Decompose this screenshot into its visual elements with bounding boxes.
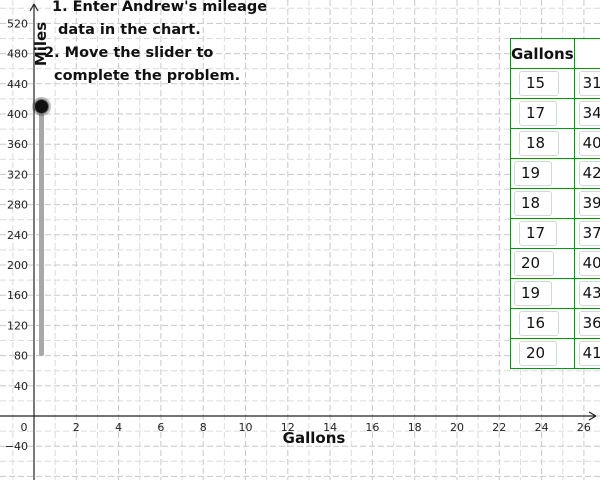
y-tick-label: 440 <box>7 78 28 91</box>
instruction-line-1: 1. Enter Andrew's mileage <box>52 0 268 15</box>
header-gallons: Gallons <box>510 38 575 69</box>
mileage-table: Gallons M 153117341840194218391737204019… <box>510 38 600 369</box>
x-tick-label: 10 <box>239 421 253 434</box>
miles-cell: 37 <box>573 218 600 249</box>
y-axis-arrow <box>33 3 39 12</box>
miles-input[interactable]: 31 <box>578 71 600 96</box>
x-tick-label: 22 <box>492 421 506 434</box>
slider-track[interactable] <box>39 106 44 356</box>
y-tick-label: 240 <box>7 229 28 242</box>
table-row: 20 410 <box>510 338 600 369</box>
miles-cell: 39 <box>573 188 600 219</box>
y-tick-label: 280 <box>7 199 28 212</box>
y-tick-label: 160 <box>7 289 28 302</box>
miles-input[interactable]: 34 <box>578 101 600 126</box>
gallons-input[interactable]: 19 <box>514 161 552 186</box>
x-tick-label: 20 <box>450 421 464 434</box>
table-row: 17 37 <box>510 218 600 249</box>
slider-handle[interactable] <box>34 99 49 115</box>
x-tick-label: 6 <box>157 421 164 434</box>
x-axis-label: Gallons <box>283 429 346 447</box>
x-tick-label: 24 <box>535 421 549 434</box>
gallons-cell: 18 <box>510 188 575 219</box>
gallons-input[interactable]: 17 <box>519 221 557 246</box>
gallons-cell: 17 <box>510 98 575 129</box>
x-tick-label: 26 <box>577 421 591 434</box>
gallons-cell: 20 <box>510 338 575 369</box>
x-axis-arrow <box>588 415 597 421</box>
table-row: 18 39 <box>510 188 600 219</box>
y-axis-arrow <box>29 3 35 12</box>
miles-cell: 31 <box>573 68 600 99</box>
table-header-row: Gallons M <box>510 38 600 69</box>
miles-input[interactable]: 39 <box>578 191 600 216</box>
y-tick-label: −40 <box>5 440 28 453</box>
instruction-line-3: 2. Move the slider to <box>44 45 214 61</box>
miles-input[interactable]: 40 <box>578 131 600 156</box>
instruction-line-4: complete the problem. <box>54 68 241 84</box>
miles-cell: 40 <box>573 128 600 159</box>
miles-input[interactable]: 43 <box>578 281 600 306</box>
gallons-cell: 16 <box>510 308 575 339</box>
table-row: 16 360 <box>510 308 600 339</box>
miles-cell: 34 <box>573 98 600 129</box>
x-tick-label: 18 <box>408 421 422 434</box>
gallons-cell: 19 <box>510 278 575 309</box>
gallons-cell: 18 <box>510 128 575 159</box>
table-row: 17 34 <box>510 98 600 129</box>
gallons-input[interactable]: 18 <box>519 131 559 156</box>
miles-input[interactable]: 37 <box>578 221 600 246</box>
gallons-input[interactable]: 15 <box>519 71 559 96</box>
y-tick-label: 40 <box>14 380 28 393</box>
miles-cell: 40 <box>573 248 600 279</box>
table-row: 19 42 <box>510 158 600 189</box>
y-tick-label: 360 <box>7 138 28 151</box>
table-row: 18 40 <box>510 128 600 159</box>
gallons-cell: 15 <box>510 68 575 99</box>
table-row: 19 43 <box>510 278 600 309</box>
gallons-input[interactable]: 16 <box>519 311 559 336</box>
y-tick-label: 80 <box>14 350 28 363</box>
table-row: 15 31 <box>510 68 600 99</box>
gallons-cell: 17 <box>510 218 575 249</box>
gallons-cell: 20 <box>510 248 575 279</box>
gallons-cell: 19 <box>510 158 575 189</box>
miles-input[interactable]: 410 <box>578 341 600 366</box>
y-tick-label: 520 <box>7 17 28 30</box>
y-tick-label: 400 <box>7 108 28 121</box>
gallons-input[interactable]: 18 <box>514 191 552 216</box>
header-miles: M <box>573 38 600 69</box>
gallons-input[interactable]: 19 <box>514 281 552 306</box>
y-tick-label: 200 <box>7 259 28 272</box>
miles-cell: 43 <box>573 278 600 309</box>
gallons-input[interactable]: 20 <box>514 251 554 276</box>
miles-input[interactable]: 42 <box>578 161 600 186</box>
miles-input[interactable]: 40 <box>578 251 600 276</box>
x-tick-label: 0 <box>21 421 28 434</box>
miles-cell: 42 <box>573 158 600 189</box>
y-tick-label: 480 <box>7 48 28 61</box>
y-tick-label: 120 <box>7 319 28 332</box>
x-axis-arrow <box>588 411 597 417</box>
table-row: 20 40 <box>510 248 600 279</box>
y-axis-label: Miles <box>32 22 50 66</box>
instruction-line-2: data in the chart. <box>58 22 201 38</box>
x-tick-label: 8 <box>200 421 207 434</box>
x-tick-label: 2 <box>73 421 80 434</box>
miles-input[interactable]: 360 <box>578 311 600 336</box>
y-tick-label: 320 <box>7 168 28 181</box>
gallons-input[interactable]: 17 <box>519 101 557 126</box>
miles-cell: 410 <box>573 338 600 369</box>
instructions-text: 1. Enter Andrew's mileage data in the ch… <box>44 0 268 88</box>
miles-cell: 360 <box>573 308 600 339</box>
gallons-input[interactable]: 20 <box>519 341 557 366</box>
x-tick-label: 14 <box>323 421 337 434</box>
x-tick-label: 16 <box>365 421 379 434</box>
x-tick-label: 4 <box>115 421 122 434</box>
x-tick-label: 12 <box>281 421 295 434</box>
